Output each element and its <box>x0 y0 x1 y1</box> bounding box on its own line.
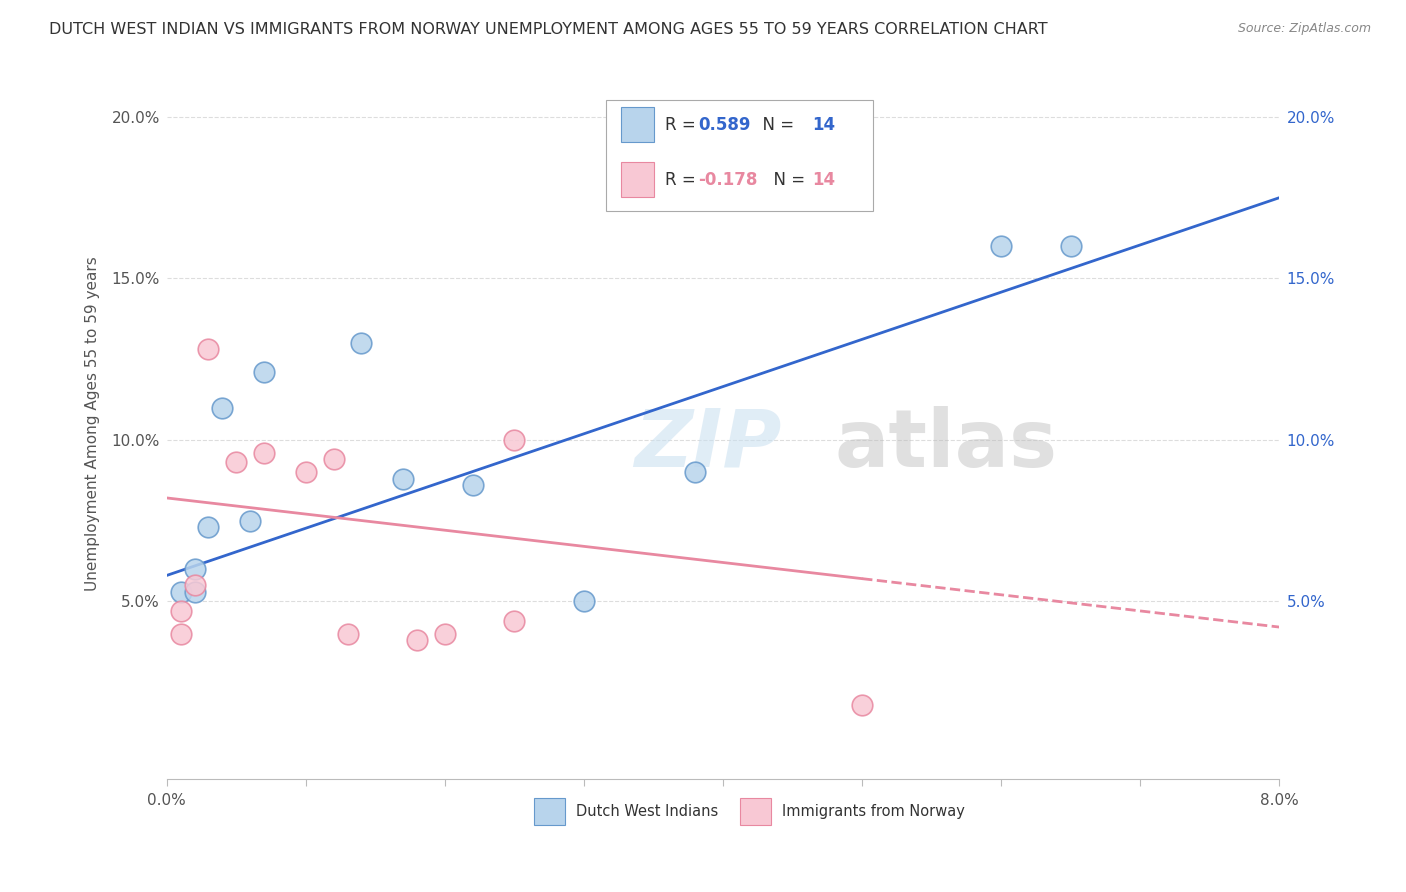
Point <box>503 433 526 447</box>
Point <box>211 401 233 415</box>
Point <box>183 562 205 576</box>
Point <box>336 626 359 640</box>
Point <box>461 478 484 492</box>
Text: DUTCH WEST INDIAN VS IMMIGRANTS FROM NORWAY UNEMPLOYMENT AMONG AGES 55 TO 59 YEA: DUTCH WEST INDIAN VS IMMIGRANTS FROM NOR… <box>49 22 1047 37</box>
Text: 14: 14 <box>813 116 835 134</box>
Text: N =: N = <box>763 170 810 189</box>
Point <box>503 614 526 628</box>
Point <box>685 465 707 479</box>
Point <box>253 365 276 379</box>
Point <box>295 465 318 479</box>
Bar <box>740 798 770 825</box>
Bar <box>534 798 565 825</box>
Text: 14: 14 <box>813 170 835 189</box>
Text: ZIP: ZIP <box>634 406 782 484</box>
Text: R =: R = <box>665 170 702 189</box>
Point <box>406 632 429 647</box>
Bar <box>620 107 654 143</box>
Y-axis label: Unemployment Among Ages 55 to 59 years: Unemployment Among Ages 55 to 59 years <box>86 256 100 591</box>
Point <box>169 626 191 640</box>
Text: Dutch West Indians: Dutch West Indians <box>576 804 718 819</box>
Point <box>169 604 191 618</box>
Point <box>322 452 344 467</box>
Text: 0.589: 0.589 <box>699 116 751 134</box>
Point <box>990 239 1012 253</box>
Text: N =: N = <box>752 116 800 134</box>
Point <box>239 514 262 528</box>
Text: Source: ZipAtlas.com: Source: ZipAtlas.com <box>1237 22 1371 36</box>
Point <box>851 698 873 712</box>
Point <box>197 520 219 534</box>
Point <box>225 455 247 469</box>
Point <box>183 584 205 599</box>
Point <box>392 472 415 486</box>
Text: Immigrants from Norway: Immigrants from Norway <box>782 804 965 819</box>
Text: atlas: atlas <box>834 406 1057 484</box>
Point <box>183 578 205 592</box>
Point <box>253 446 276 460</box>
Text: -0.178: -0.178 <box>699 170 758 189</box>
Point <box>572 594 595 608</box>
Text: R =: R = <box>665 116 702 134</box>
FancyBboxPatch shape <box>606 101 873 211</box>
Point <box>350 335 373 350</box>
Point <box>1060 239 1083 253</box>
Bar <box>620 162 654 197</box>
Point <box>197 343 219 357</box>
Point <box>433 626 456 640</box>
Point <box>169 584 191 599</box>
